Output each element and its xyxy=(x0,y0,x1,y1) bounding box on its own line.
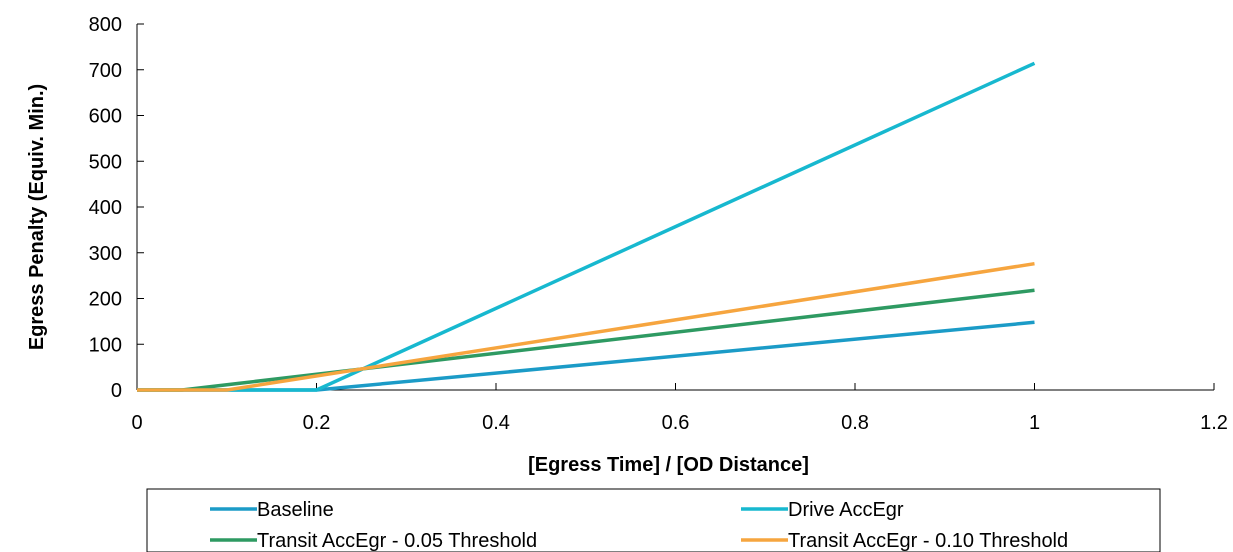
legend-label-2: Transit AccEgr - 0.05 Threshold xyxy=(257,530,537,552)
y-tick-label: 400 xyxy=(89,197,122,219)
y-tick-label: 300 xyxy=(89,243,122,265)
y-axis-title: Egress Penalty (Equiv. Min.) xyxy=(26,84,48,350)
legend-label-0: Baseline xyxy=(257,499,334,521)
y-tick-label: 100 xyxy=(89,334,122,356)
series-line-2 xyxy=(137,288,1035,392)
legend-label-1: Drive AccEgr xyxy=(788,499,904,521)
x-axis-title: [Egress Time] / [OD Distance] xyxy=(528,454,809,476)
x-tick-label: 0.4 xyxy=(482,412,510,434)
y-tick-label: 800 xyxy=(89,14,122,36)
series-line-1 xyxy=(137,61,1036,392)
legend: Baseline Drive AccEgr Transit AccEgr - 0.0… xyxy=(146,488,1161,552)
series-lines xyxy=(137,61,1036,392)
series-line-3 xyxy=(137,261,1035,392)
axes: 0 100 200 300 400 500 600 700 800 0 0.2 0.4 0.6 0.8 1 1… xyxy=(26,14,1228,476)
x-tick-label: 0.8 xyxy=(841,412,869,434)
legend-label-3: Transit AccEgr - 0.10 Threshold xyxy=(788,530,1068,552)
y-tick-label: 600 xyxy=(89,106,122,128)
y-tick-label: 200 xyxy=(89,289,122,311)
x-tick-label: 0.2 xyxy=(303,412,331,434)
y-tick-label: 500 xyxy=(89,151,122,173)
x-tick-label: 0.6 xyxy=(662,412,690,434)
x-tick-label: 1 xyxy=(1029,412,1040,434)
y-tick-label: 0 xyxy=(111,380,122,402)
legend-box xyxy=(146,488,1161,552)
y-tick-label: 700 xyxy=(89,60,122,82)
x-tick-label: 1.2 xyxy=(1200,412,1228,434)
x-tick-label: 0 xyxy=(131,412,142,434)
